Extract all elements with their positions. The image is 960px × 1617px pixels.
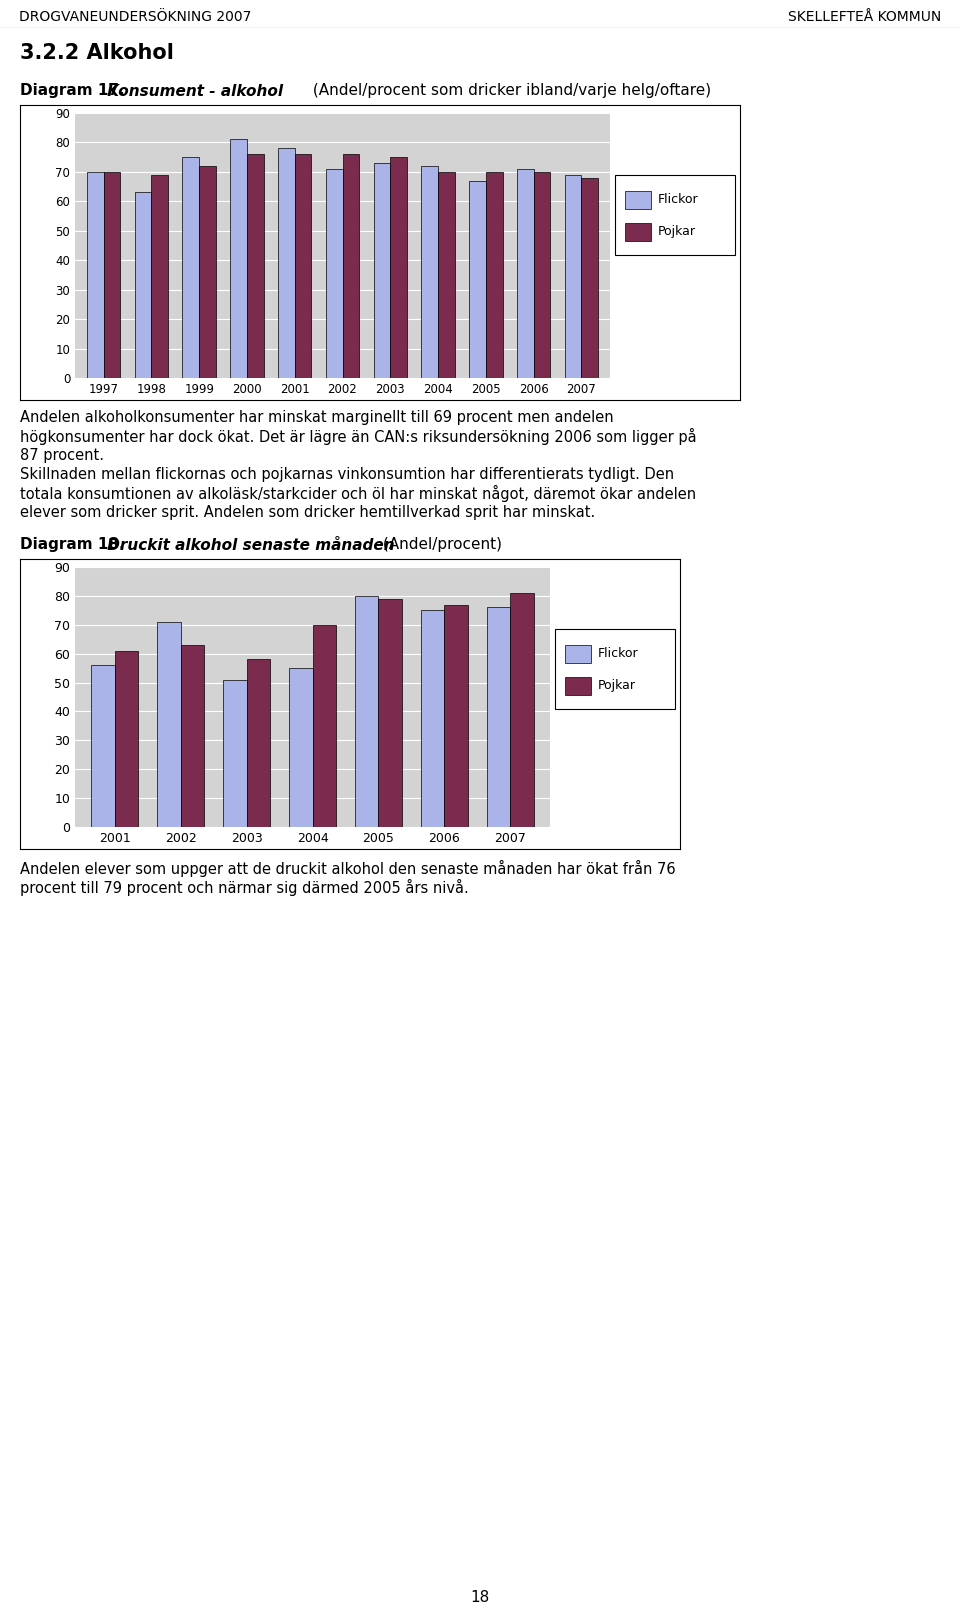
Bar [343, 154, 359, 378]
Bar [182, 157, 199, 378]
Bar [625, 223, 651, 241]
Text: 3.2.2 Alkohol: 3.2.2 Alkohol [20, 44, 174, 63]
Bar [104, 171, 120, 378]
Text: högkonsumenter har dock ökat. Det är lägre än CAN:s riksundersökning 2006 som li: högkonsumenter har dock ökat. Det är läg… [20, 429, 697, 445]
Text: 18: 18 [470, 1590, 490, 1606]
Text: Konsument - alkohol: Konsument - alkohol [102, 84, 283, 99]
Bar [247, 660, 270, 826]
Text: Andelen elever som uppger att de druckit alkohol den senaste månaden har ökat fr: Andelen elever som uppger att de druckit… [20, 860, 676, 876]
Text: SKELLEFTEÅ KOMMUN: SKELLEFTEÅ KOMMUN [787, 10, 941, 24]
Bar [152, 175, 168, 378]
Text: Pojkar: Pojkar [659, 225, 696, 238]
Text: Skillnaden mellan flickornas och pojkarnas vinkonsumtion har differentierats tyd: Skillnaden mellan flickornas och pojkarn… [20, 467, 674, 482]
Text: DROGVANEUNDERSÖKNING 2007: DROGVANEUNDERSÖKNING 2007 [19, 10, 252, 24]
Bar [91, 665, 114, 826]
Bar [438, 171, 455, 378]
Text: Diagram 17.: Diagram 17. [20, 84, 125, 99]
Bar [373, 163, 391, 378]
Bar [564, 645, 591, 663]
Text: (Andel/procent): (Andel/procent) [378, 537, 502, 553]
Bar [516, 168, 534, 378]
Bar [325, 168, 343, 378]
Text: (Andel/procent som dricker ibland/varje helg/oftare): (Andel/procent som dricker ibland/varje … [308, 84, 711, 99]
Bar [486, 171, 502, 378]
Bar [391, 157, 407, 378]
Bar [564, 175, 582, 378]
Bar [625, 191, 651, 209]
Bar [582, 178, 598, 378]
Text: Diagram 18.: Diagram 18. [20, 537, 125, 553]
Bar [444, 605, 468, 826]
Bar [247, 154, 264, 378]
Text: 87 procent.: 87 procent. [20, 448, 104, 462]
Bar [378, 598, 401, 826]
Bar [534, 171, 550, 378]
Bar [421, 610, 444, 826]
Text: Pojkar: Pojkar [598, 679, 636, 692]
Text: Flickor: Flickor [659, 194, 699, 207]
Text: totala konsumtionen av alkoläsk/starkcider och öl har minskat något, däremot öka: totala konsumtionen av alkoläsk/starkcid… [20, 485, 696, 501]
Bar [230, 139, 247, 378]
Bar [295, 154, 311, 378]
Bar [114, 650, 137, 826]
Bar [511, 593, 534, 826]
Bar [199, 167, 216, 378]
Text: Druckit alkohol senaste månaden: Druckit alkohol senaste månaden [102, 537, 395, 553]
Text: Andelen alkoholkonsumenter har minskat marginellt till 69 procent men andelen: Andelen alkoholkonsumenter har minskat m… [20, 411, 613, 425]
Bar [313, 624, 336, 826]
Bar [488, 608, 511, 826]
Bar [224, 679, 247, 826]
Bar [564, 678, 591, 695]
Bar [87, 171, 104, 378]
Bar [289, 668, 313, 826]
Bar [355, 597, 378, 826]
Bar [421, 167, 438, 378]
Bar [278, 149, 295, 378]
Bar [134, 192, 152, 378]
Bar [180, 645, 204, 826]
Text: Flickor: Flickor [598, 647, 638, 660]
Text: procent till 79 procent och närmar sig därmed 2005 års nivå.: procent till 79 procent och närmar sig d… [20, 880, 468, 896]
Bar [469, 181, 486, 378]
Text: elever som dricker sprit. Andelen som dricker hemtillverkad sprit har minskat.: elever som dricker sprit. Andelen som dr… [20, 505, 595, 521]
Bar [157, 623, 180, 826]
